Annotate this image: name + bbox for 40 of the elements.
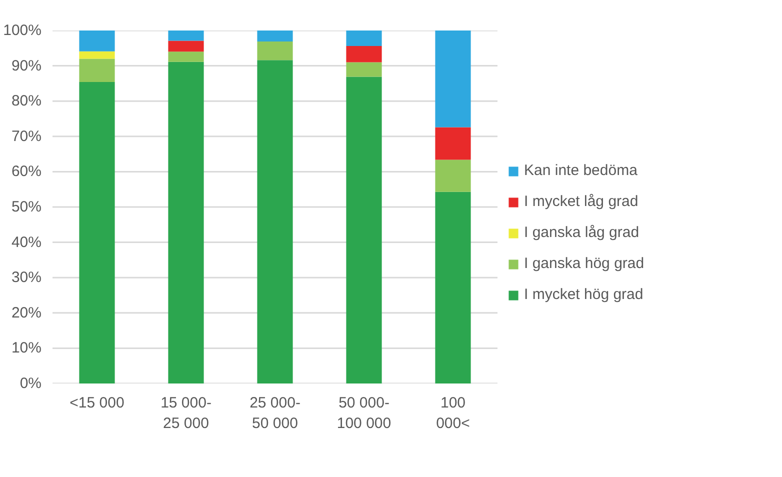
x-tick-label: <15 000 — [70, 394, 124, 412]
bar — [346, 62, 382, 77]
bar — [168, 40, 204, 52]
y-tick-label: 90% — [11, 57, 42, 74]
bar — [79, 58, 115, 82]
bar — [435, 127, 471, 160]
bar — [168, 52, 204, 62]
legend-label: Kan inte bedöma — [524, 162, 638, 179]
legend-label: I ganska låg grad — [524, 224, 640, 241]
y-tick-label: 0% — [20, 375, 42, 392]
x-tick-label: 100 000< — [436, 394, 470, 432]
bar — [435, 192, 471, 384]
bar — [346, 46, 382, 62]
bar — [346, 76, 382, 384]
y-tick-label: 100% — [3, 22, 42, 39]
bar — [435, 30, 471, 128]
y-tick-label: 80% — [11, 92, 42, 110]
bar — [79, 51, 115, 59]
legend-label: I mycket hög grad — [524, 286, 644, 303]
x-tick-label: 15 000- 25 000 — [160, 394, 212, 432]
bar — [79, 30, 115, 52]
y-tick-label: 40% — [11, 234, 42, 251]
y-tick-label: 70% — [11, 128, 42, 145]
bar — [79, 82, 115, 384]
bar — [257, 30, 293, 42]
bar — [168, 30, 204, 41]
y-tick-label: 10% — [11, 340, 42, 357]
y-tick-label: 30% — [11, 269, 42, 286]
y-tick-label: 20% — [11, 304, 42, 322]
x-tick-label: 50 000- 100 000 — [336, 394, 392, 432]
bar — [168, 62, 204, 384]
bar — [257, 60, 293, 384]
bar — [257, 41, 293, 60]
x-tick-label: 25 000- 50 000 — [250, 394, 300, 432]
y-tick-label: 50% — [11, 198, 42, 216]
bar — [435, 160, 471, 192]
legend-label: I ganska hög grad — [524, 255, 644, 272]
legend-label: I mycket låg grad — [524, 193, 638, 210]
bar — [346, 30, 382, 46]
y-tick-label: 60% — [11, 163, 42, 180]
